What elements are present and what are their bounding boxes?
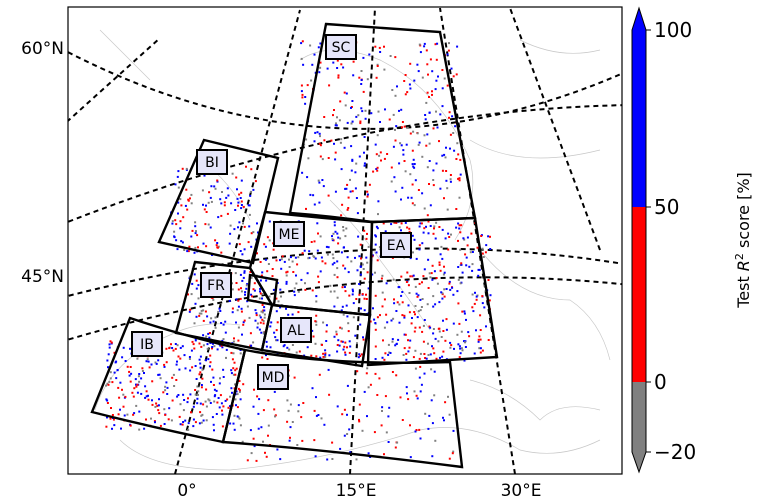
region-label-me: ME bbox=[273, 221, 305, 247]
region-label-fr: FR bbox=[200, 272, 232, 298]
colorbar-tick-100: 100 bbox=[654, 18, 692, 42]
lat-label-60n: 60°N bbox=[21, 39, 64, 59]
svg-text:FR: FR bbox=[207, 278, 225, 294]
region-label-bi: BI bbox=[196, 149, 228, 175]
graticule bbox=[68, 7, 622, 474]
region-label-sc: SC bbox=[325, 34, 357, 60]
svg-text:IB: IB bbox=[140, 337, 154, 353]
region-box-bi bbox=[157, 138, 280, 265]
colorbar-segment-mid bbox=[632, 207, 646, 382]
colorbar-segment-low bbox=[632, 382, 646, 472]
colorbar-tick-labels: 100 50 0 −20 bbox=[654, 18, 696, 464]
longitude-labels: 0° 15°E 30°E bbox=[177, 481, 541, 501]
lat-label-45n: 45°N bbox=[21, 267, 64, 287]
map-panel: SC BI ME EA FR AL IB MD bbox=[67, 6, 623, 475]
region-box-al bbox=[260, 303, 372, 368]
region-boxes bbox=[90, 22, 499, 469]
colorbar-tick-neg20: −20 bbox=[654, 440, 696, 464]
svg-text:EA: EA bbox=[387, 238, 406, 254]
lon-label-15e: 15°E bbox=[336, 481, 377, 501]
svg-text:ME: ME bbox=[279, 227, 300, 243]
svg-text:AL: AL bbox=[287, 323, 305, 339]
svg-text:SC: SC bbox=[332, 40, 351, 56]
latitude-labels: 60°N 45°N bbox=[21, 39, 64, 287]
lon-label-30e: 30°E bbox=[501, 481, 542, 501]
colorbar: 100 50 0 −20 Test R2 score [%] bbox=[631, 6, 754, 474]
region-box-md bbox=[221, 348, 464, 469]
map-frame bbox=[67, 6, 623, 475]
colorbar-title: Test R2 score [%] bbox=[733, 172, 754, 309]
svg-text:BI: BI bbox=[205, 155, 219, 171]
region-label-ib: IB bbox=[131, 331, 163, 357]
colorbar-ticks bbox=[646, 29, 651, 453]
region-label-al: AL bbox=[280, 317, 312, 343]
region-labels: SC BI ME EA FR AL IB MD bbox=[131, 34, 412, 390]
colorbar-tick-50: 50 bbox=[654, 195, 679, 219]
region-label-md: MD bbox=[257, 364, 289, 390]
region-label-ea: EA bbox=[380, 232, 412, 258]
svg-text:MD: MD bbox=[262, 370, 285, 386]
colorbar-segment-high bbox=[632, 8, 646, 207]
colorbar-tick-0: 0 bbox=[654, 370, 667, 394]
map-background bbox=[68, 7, 622, 474]
lon-label-0: 0° bbox=[177, 481, 196, 501]
